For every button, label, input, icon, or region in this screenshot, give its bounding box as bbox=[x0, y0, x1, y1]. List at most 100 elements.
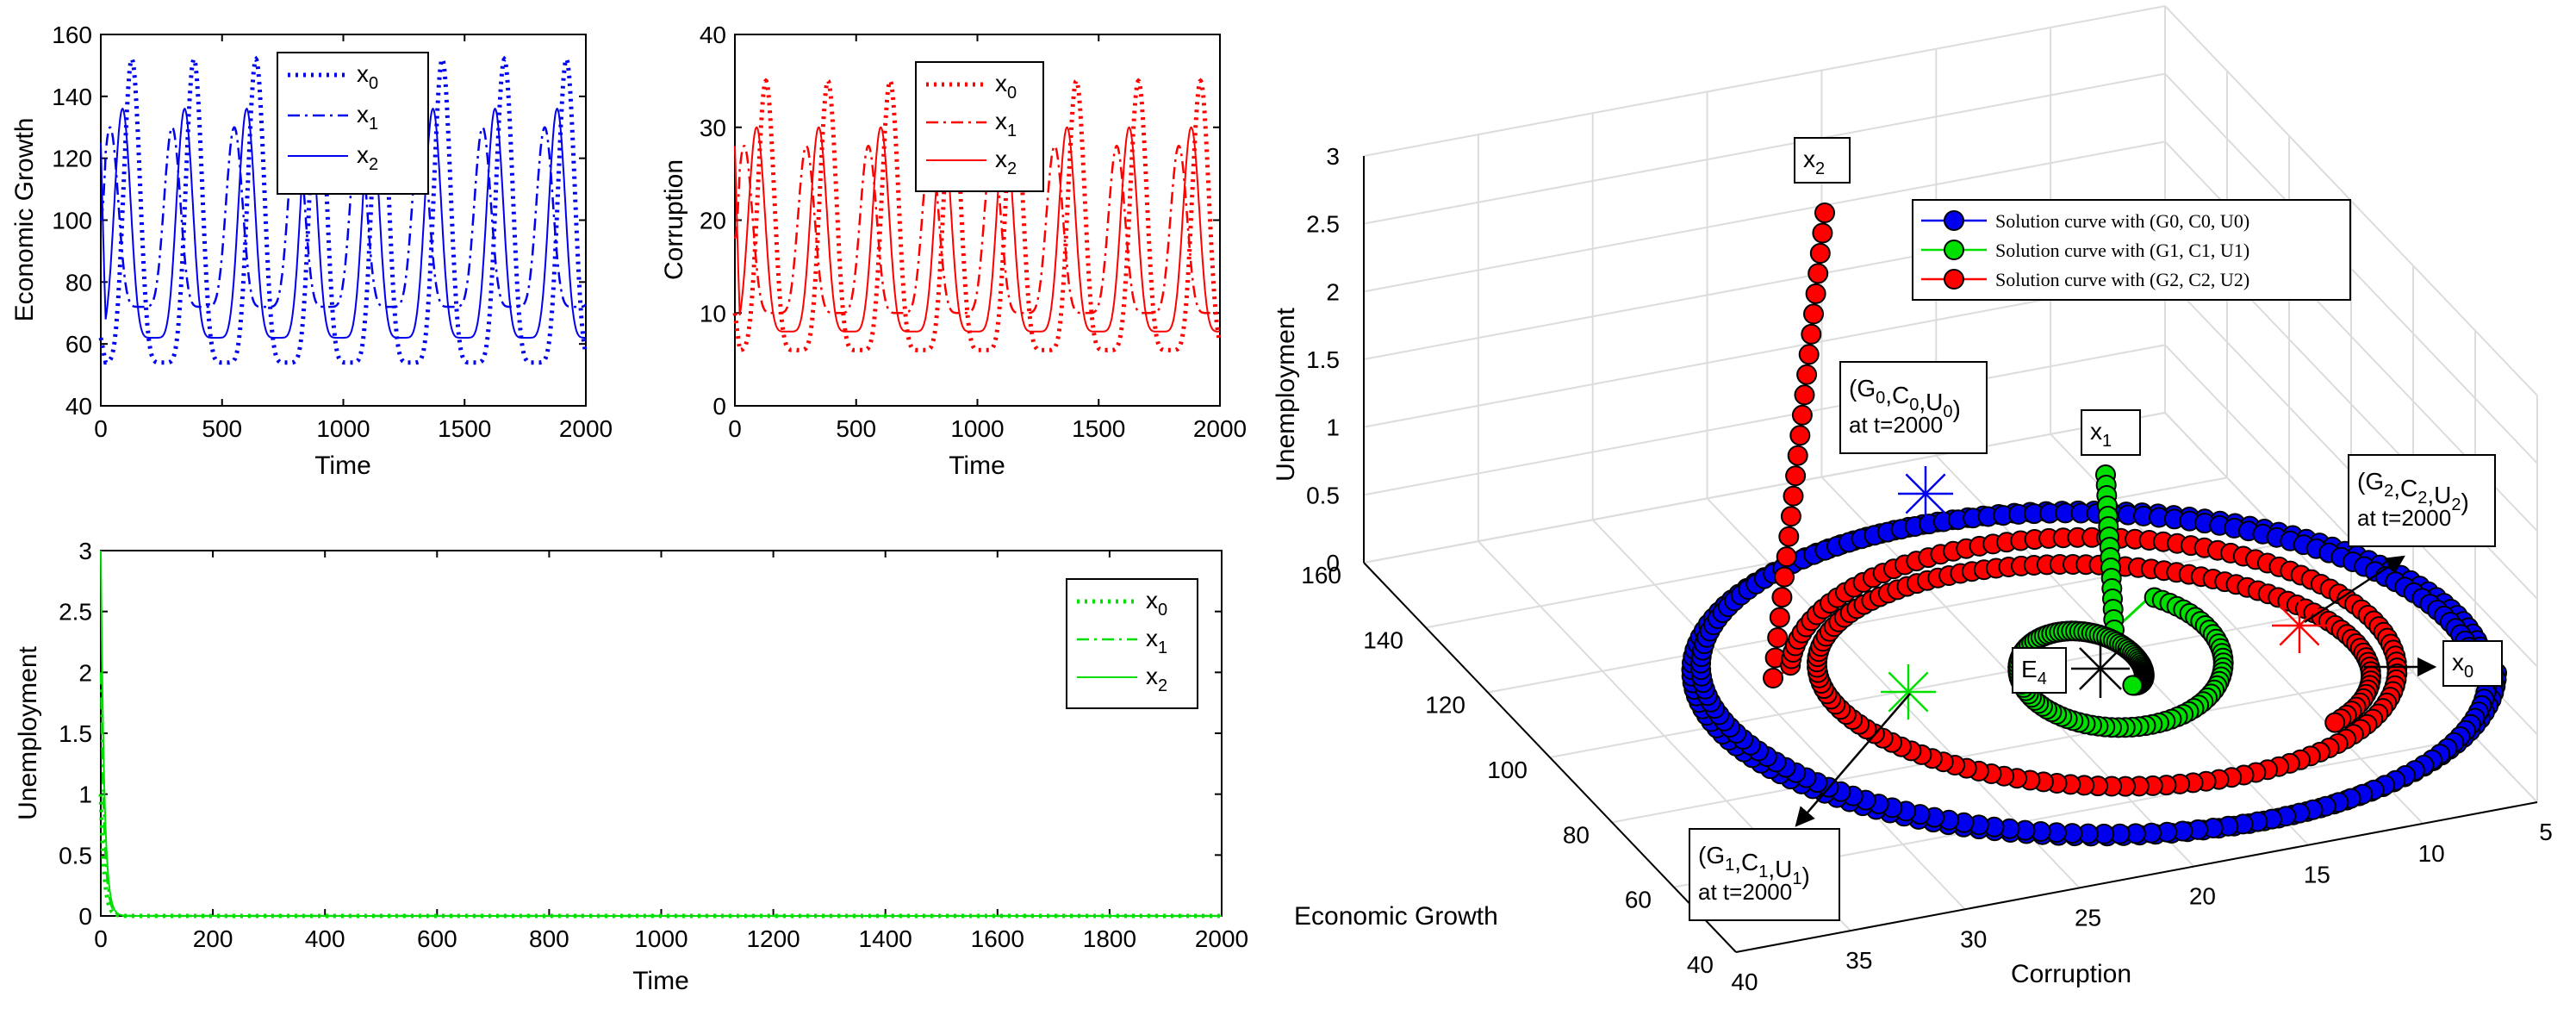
red-curve-point bbox=[1812, 222, 1833, 244]
red-curve-point bbox=[2324, 712, 2346, 733]
red-curve-point bbox=[1805, 283, 1826, 304]
legend-label: Solution curve with (G0, C0, U0) bbox=[1995, 210, 2249, 232]
series-line-x0 bbox=[732, 78, 1223, 353]
corruption-chart: 0 500 1000 1500 2000 0 10 20 30 40 Time Corruptio… bbox=[660, 22, 1247, 480]
y-tick-label: 20 bbox=[700, 208, 726, 234]
e4-annotation-box bbox=[2012, 647, 2067, 694]
x-tick-label: 400 bbox=[305, 925, 345, 952]
red-curve-point bbox=[1783, 485, 1804, 507]
y-tick-label: 160 bbox=[52, 22, 92, 48]
x-tick-label: 2000 bbox=[1195, 925, 1248, 952]
red-curve-point bbox=[1785, 465, 1807, 487]
y-tick-label: 0 bbox=[712, 393, 726, 420]
red-curve-point bbox=[1780, 506, 1801, 527]
red-curve-point bbox=[1798, 344, 1820, 365]
red-curve-point bbox=[1776, 546, 1797, 568]
y-tick-label: 2.5 bbox=[59, 599, 92, 626]
x-tick-label: 600 bbox=[417, 925, 457, 952]
plot-area bbox=[100, 550, 1223, 917]
y-tick-label: 160 bbox=[1301, 562, 1341, 589]
grid-line bbox=[1549, 607, 2352, 758]
series-group bbox=[98, 55, 588, 365]
x-tick-label: 500 bbox=[836, 415, 876, 442]
red-curve-point bbox=[1814, 202, 1835, 223]
grid-line bbox=[1363, 72, 2166, 225]
y-tick-label: 80 bbox=[65, 269, 92, 296]
g2-annotation-line2: at t=2000 bbox=[2357, 505, 2451, 531]
series-line-x0 bbox=[98, 794, 1222, 919]
grid-line bbox=[1363, 140, 2166, 293]
equilibrium-markers bbox=[1881, 466, 2327, 719]
g2-annotation-line1: (G2,C2,U2) bbox=[2357, 468, 2469, 515]
y-axis-label: Unemployment bbox=[14, 645, 42, 819]
g1-annotation-box bbox=[1689, 828, 1840, 921]
z-tick-label: 2 bbox=[1326, 278, 1340, 305]
curves bbox=[1681, 202, 2507, 847]
series-line-x2 bbox=[734, 126, 1220, 333]
x-tick-label: 10 bbox=[2418, 840, 2445, 867]
red-curve-point bbox=[1769, 607, 1790, 628]
x-tick-label: 1500 bbox=[438, 415, 491, 442]
y-tick-label: 2 bbox=[78, 659, 92, 686]
phase-portrait-3d-chart: 5 10 15 20 25 30 35 40 40 60 80 100 120 140 1600 0.5 1 1.… bbox=[1272, 5, 2553, 995]
e4-equilibrium-marker bbox=[2079, 647, 2122, 690]
x-tick-label: 2000 bbox=[559, 415, 613, 442]
red-curve-point bbox=[1801, 323, 1822, 345]
series-line-x1 bbox=[99, 126, 587, 308]
g1-annotation-line2: at t=2000 bbox=[1698, 879, 1792, 905]
g2-annotation-box bbox=[2348, 454, 2496, 547]
x-tick-label: 1600 bbox=[971, 925, 1024, 952]
y-tick-label: 60 bbox=[65, 331, 92, 358]
legend-box bbox=[915, 61, 1044, 192]
x-tick-label: 1000 bbox=[950, 415, 1004, 442]
legend-marker bbox=[1944, 240, 1964, 260]
red-curve-point bbox=[1794, 384, 1815, 406]
y-tick-label: 0.5 bbox=[59, 842, 92, 869]
g0-annotation-box bbox=[1839, 361, 1988, 454]
ticks bbox=[100, 550, 1223, 917]
red-curve-point bbox=[1789, 425, 1811, 446]
y-axis-label: Economic Growth bbox=[1294, 902, 1498, 931]
z-tick-label: 0 bbox=[1326, 550, 1340, 576]
tick-labels: 0 200 400 600 800 1000 1200 1400 1600 1800 2000 0 0.… bbox=[59, 538, 1248, 952]
x-tick-label: 15 bbox=[2304, 862, 2330, 888]
red-curve-point bbox=[1808, 263, 1829, 284]
red-curve-point bbox=[1796, 364, 1818, 385]
legend-box bbox=[1066, 578, 1198, 709]
g0-annotation-line1: (G0,C0,U0) bbox=[1849, 375, 1961, 422]
red-curve-point bbox=[1778, 526, 1800, 547]
x-tick-label: 800 bbox=[529, 925, 569, 952]
legend-label: Solution curve with (G1, C1, U1) bbox=[1995, 240, 2249, 261]
series-line-x1 bbox=[733, 144, 1221, 315]
x-tick-label: 30 bbox=[1960, 925, 1987, 952]
series-line-x0 bbox=[98, 55, 588, 365]
red-curve-point bbox=[1809, 243, 1831, 264]
green-curve-point bbox=[2122, 675, 2144, 696]
legend-marker bbox=[1944, 269, 1964, 290]
tick-labels: 0 500 1000 1500 2000 0 10 20 30 40 bbox=[700, 22, 1247, 442]
x-tick-label: 25 bbox=[2075, 904, 2101, 931]
z-tick-label: 0.5 bbox=[1306, 482, 1340, 508]
x-tick-label: 40 bbox=[1731, 969, 1758, 995]
g0-annotation-line2: at t=2000 bbox=[1849, 412, 1943, 438]
y-tick-label: 30 bbox=[700, 115, 726, 141]
grid-line bbox=[1363, 5, 2166, 157]
x-tick-label: 0 bbox=[94, 925, 108, 952]
z-tick-label: 3 bbox=[1326, 143, 1340, 170]
grid-line bbox=[1363, 276, 2166, 428]
y-tick-label: 120 bbox=[1425, 692, 1465, 719]
x-axis-label: Corruption bbox=[2011, 960, 2131, 988]
series-group bbox=[732, 78, 1223, 353]
y-axis-label: Economic Growth bbox=[10, 118, 39, 322]
red-curve-point bbox=[1767, 627, 1789, 648]
g2-end-marker bbox=[2279, 605, 2320, 646]
y-tick-label: 1 bbox=[78, 782, 92, 808]
x-axis-label: Time bbox=[314, 452, 371, 480]
g1-annotation-line1: (G1,C1,U1) bbox=[1698, 842, 1810, 889]
grid-line bbox=[1363, 412, 2166, 564]
y-tick-label: 60 bbox=[1625, 887, 1652, 913]
x0-annotation-box bbox=[2442, 640, 2503, 687]
